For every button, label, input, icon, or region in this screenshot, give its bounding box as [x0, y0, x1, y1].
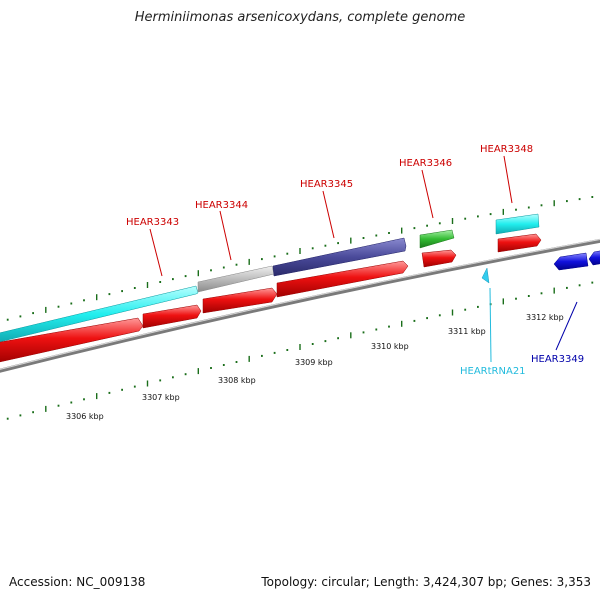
hear3344-feature[interactable]	[197, 265, 275, 293]
genome-summary-text: Topology: circular; Length: 3,424,307 bp…	[261, 575, 591, 589]
tick-label-3310: 3310 kbp	[371, 342, 409, 351]
upper-tick-track	[6, 196, 594, 321]
red-cds-arrow-5[interactable]	[421, 249, 457, 268]
gene-label-hear3348[interactable]: HEAR3348	[480, 144, 533, 155]
hear3346-feature[interactable]	[419, 229, 455, 249]
gene-label-hear3345[interactable]: HEAR3345	[300, 179, 353, 190]
hear3343-feature[interactable]	[0, 285, 199, 343]
tick-label-3307: 3307 kbp	[142, 393, 180, 402]
hear3349-leader	[555, 301, 578, 351]
tick-label-3308: 3308 kbp	[218, 376, 256, 385]
hear3345-leader	[322, 190, 335, 239]
red-cds-arrow-6[interactable]	[497, 233, 542, 253]
map-title: Herminiimonas arsenicoxydans, complete g…	[134, 10, 466, 25]
hear3348-leader	[503, 155, 513, 204]
gene-label-hear3343[interactable]: HEAR3343	[126, 217, 179, 228]
hear3349b-feature[interactable]	[588, 250, 600, 266]
hear3343-leader	[149, 228, 163, 277]
red-cds-arrow-3[interactable]	[202, 287, 278, 314]
red-cds-arrow-1[interactable]	[0, 317, 144, 363]
red-cds-arrow-4[interactable]	[276, 260, 409, 298]
hear3344-leader	[219, 210, 232, 261]
tick-label-3309: 3309 kbp	[295, 358, 333, 367]
tick-label-3312: 3312 kbp	[526, 313, 564, 322]
heartrna21-leader	[489, 287, 492, 363]
gene-label-hear3349[interactable]: HEAR3349	[531, 354, 584, 365]
hear3349-feature[interactable]	[553, 252, 589, 271]
lower-tick-track	[6, 281, 594, 420]
label-leader-lines	[149, 155, 513, 277]
hear3348-feature[interactable]	[495, 213, 540, 235]
tick-label-3306: 3306 kbp	[66, 412, 104, 421]
tick-label-3311: 3311 kbp	[448, 327, 486, 336]
accession-text: Accession: NC_009138	[9, 575, 146, 589]
genome-backbone	[0, 238, 600, 373]
hear3345-feature[interactable]	[272, 237, 407, 277]
red-cds-arrow-2[interactable]	[142, 304, 202, 329]
hear3346-leader	[421, 169, 434, 219]
genome-backbone-highlight	[0, 238, 600, 370]
heartrna21-feature[interactable]	[481, 267, 490, 284]
gene-label-hear3346[interactable]: HEAR3346	[399, 158, 452, 169]
gene-label-heartrna21[interactable]: HEARtRNA21	[460, 366, 526, 377]
gene-label-hear3344[interactable]: HEAR3344	[195, 200, 248, 211]
